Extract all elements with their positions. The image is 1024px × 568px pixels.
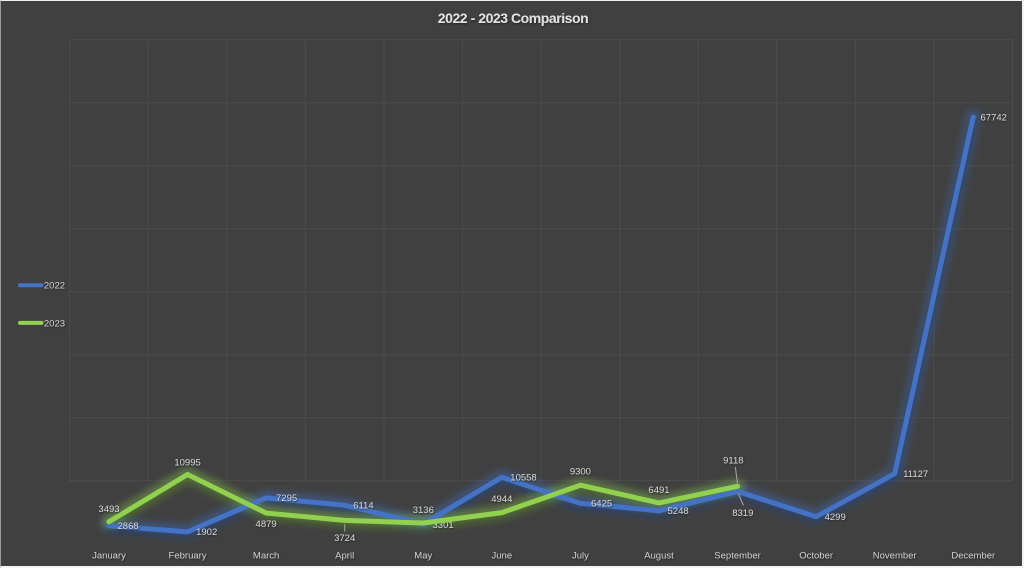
svg-text:9118: 9118 [723,456,743,467]
svg-text:October: October [799,551,833,562]
svg-text:July: July [572,551,589,562]
svg-text:4879: 4879 [256,519,277,530]
svg-text:67742: 67742 [981,112,1007,123]
svg-text:6425: 6425 [591,499,612,510]
svg-text:4299: 4299 [825,512,846,523]
svg-text:3724: 3724 [334,533,355,544]
svg-text:3493: 3493 [98,504,119,515]
svg-text:3136: 3136 [413,505,434,516]
svg-text:May: May [414,551,432,562]
svg-text:7295: 7295 [276,493,297,504]
svg-text:3301: 3301 [433,520,454,531]
svg-text:February: February [169,551,207,562]
svg-text:10558: 10558 [510,473,536,484]
svg-text:6491: 6491 [648,485,669,496]
svg-text:April: April [335,551,354,562]
svg-text:September: September [714,551,760,562]
svg-text:March: March [253,551,279,562]
svg-text:4944: 4944 [491,494,512,505]
svg-text:6114: 6114 [353,501,373,512]
svg-text:November: November [873,551,917,562]
svg-text:June: June [492,551,513,562]
svg-text:2868: 2868 [118,521,139,532]
svg-text:January: January [92,551,126,562]
svg-text:1902: 1902 [196,527,217,538]
svg-text:August: August [644,551,674,562]
svg-text:2023: 2023 [44,318,65,329]
svg-text:2022 - 2023 Comparison: 2022 - 2023 Comparison [438,10,588,26]
svg-text:9300: 9300 [570,467,591,478]
svg-text:2022: 2022 [44,281,65,292]
svg-text:8319: 8319 [732,508,753,519]
svg-text:11127: 11127 [903,469,928,480]
svg-text:10995: 10995 [174,457,200,468]
svg-text:5248: 5248 [668,506,689,517]
svg-text:December: December [951,551,995,562]
